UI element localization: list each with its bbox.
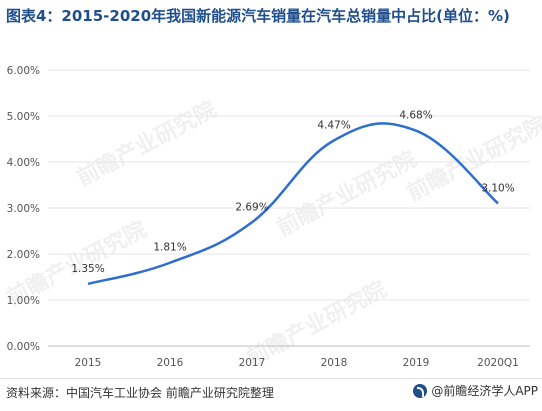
x-tick-label: 2015 bbox=[75, 357, 102, 369]
x-axis: 2015 2016 2017 2018 2019 2020Q1 bbox=[75, 357, 519, 369]
footer-divider bbox=[0, 378, 542, 379]
source-note: 资料来源：中国汽车工业协会 前瞻产业研究院整理 bbox=[6, 386, 274, 400]
brand-label: @前瞻经济学人APP bbox=[431, 384, 538, 398]
x-tick-label: 2019 bbox=[403, 357, 430, 369]
x-tick-label: 2018 bbox=[321, 357, 348, 369]
grid bbox=[48, 69, 530, 347]
x-tick-label: 2017 bbox=[239, 357, 266, 369]
data-label: 1.35% bbox=[71, 263, 104, 275]
brand-credit: @前瞻经济学人APP bbox=[413, 382, 538, 399]
data-label: 3.10% bbox=[481, 182, 514, 194]
data-label: 2.69% bbox=[235, 201, 268, 213]
y-axis: 0.00% 1.00% 2.00% 3.00% 4.00% 5.00% 6.00% bbox=[7, 65, 40, 353]
watermark-text: 前瞻产业研究院 bbox=[403, 111, 542, 206]
x-tick-label: 2016 bbox=[157, 357, 184, 369]
data-label: 4.47% bbox=[317, 119, 350, 131]
y-tick-label: 2.00% bbox=[7, 249, 40, 261]
y-tick-label: 3.00% bbox=[7, 203, 40, 215]
x-tick-label: 2020Q1 bbox=[477, 357, 519, 369]
data-labels: 1.35% 1.81% 2.69% 4.47% 4.68% 3.10% bbox=[71, 110, 514, 275]
y-tick-label: 1.00% bbox=[7, 295, 40, 307]
data-label: 1.81% bbox=[153, 242, 186, 254]
data-label: 4.68% bbox=[399, 110, 432, 122]
y-tick-label: 5.00% bbox=[7, 111, 40, 123]
series-line bbox=[87, 122, 499, 286]
y-tick-label: 6.00% bbox=[7, 65, 40, 77]
y-tick-label: 0.00% bbox=[7, 341, 40, 353]
chart-title: 图表4：2015-2020年我国新能源汽车销量在汽车总销量中占比(单位：%) bbox=[6, 7, 510, 25]
brand-logo-icon bbox=[413, 383, 428, 398]
watermark-text: 前瞻产业研究院 bbox=[73, 96, 221, 191]
watermark-text: 前瞻产业研究院 bbox=[273, 146, 421, 241]
y-tick-label: 4.00% bbox=[7, 157, 40, 169]
